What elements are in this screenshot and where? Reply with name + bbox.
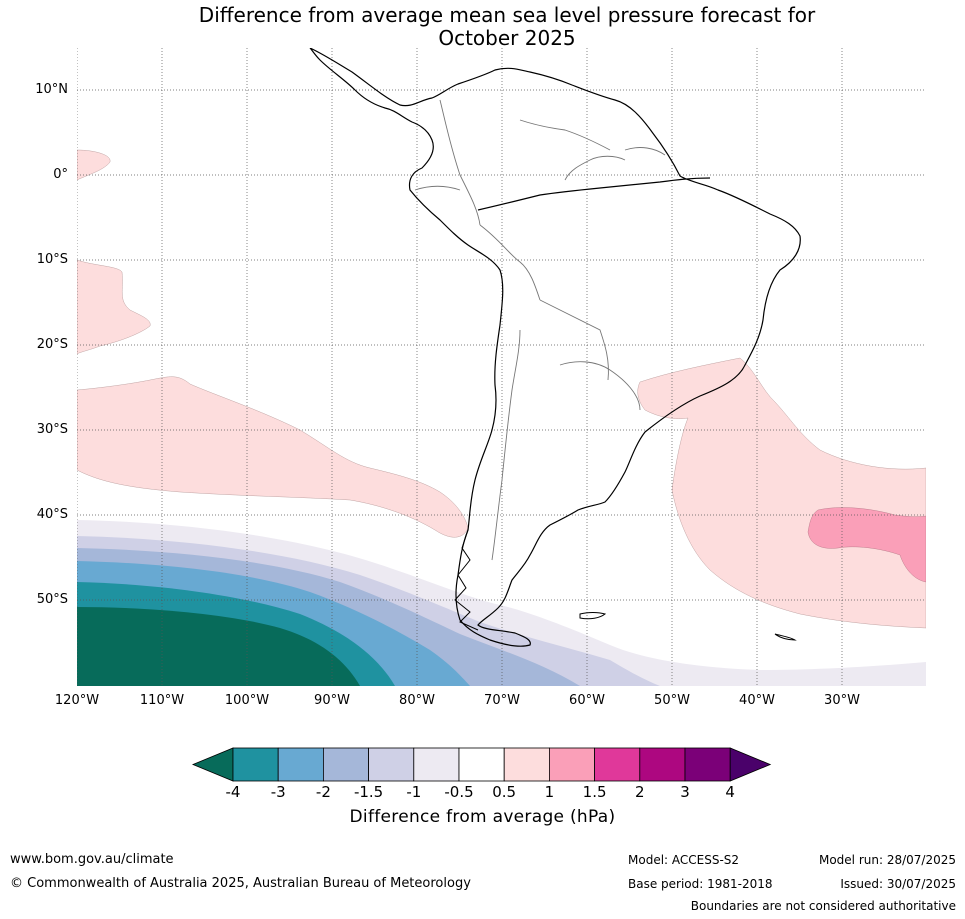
footer-model-run: Model run: 28/07/2025	[818, 853, 956, 867]
colorbar-tick-label: 1.5	[582, 783, 607, 801]
south-america-coastline	[309, 48, 801, 647]
lat-label-40S: 40°S	[36, 507, 68, 522]
lat-label-10N: 10°N	[35, 82, 68, 97]
colorbar-bin-max	[729, 747, 772, 782]
footer-copyright: © Commonwealth of Australia 2025, Austra…	[10, 876, 471, 891]
lon-label-90W: 90°W	[314, 693, 350, 708]
lat-label-10S: 10°S	[36, 252, 68, 267]
footer-base-period: Base period: 1981-2018	[628, 877, 773, 891]
footer-model: Model: ACCESS-S2	[628, 853, 740, 867]
footer-disclaimer: Boundaries are not considered authoritat…	[690, 899, 956, 913]
colorbar	[191, 747, 772, 782]
colorbar-bin	[277, 747, 324, 782]
map-title-line1: Difference from average mean sea level p…	[198, 3, 816, 27]
anomaly-patch-pos-equator	[77, 149, 111, 181]
colorbar-tick-label: -3	[270, 783, 286, 801]
colorbar-bin	[368, 747, 415, 782]
falkland-islands	[579, 612, 607, 620]
colorbar-bin	[639, 747, 686, 782]
south-georgia	[774, 633, 797, 641]
colorbar-bin	[458, 747, 505, 782]
lat-label-0: 0°	[53, 167, 68, 182]
colorbar-tick-label: -4	[225, 783, 241, 801]
anomaly-patch-pos-atlantic	[637, 357, 926, 629]
anomaly-band-neg-4	[77, 607, 360, 686]
footer-website: www.bom.gov.au/climate	[10, 852, 174, 867]
lon-label-30W: 30°W	[824, 693, 860, 708]
lon-label-110W: 110°W	[139, 693, 185, 708]
map-title: Difference from average mean sea level p…	[0, 4, 965, 50]
colorbar-tick-label: 2	[635, 783, 645, 801]
lon-label-60W: 60°W	[569, 693, 605, 708]
colorbar-tick-label: -1.5	[353, 783, 384, 801]
colorbar-bin	[594, 747, 641, 782]
anomaly-patch-pos-pacific-north	[77, 259, 151, 355]
colorbar-tick-label: 3	[680, 783, 690, 801]
graticule	[77, 48, 926, 686]
colorbar-bin	[322, 747, 369, 782]
national-borders	[414, 99, 666, 561]
colorbar-bin	[503, 747, 550, 782]
lon-label-100W: 100°W	[224, 693, 270, 708]
lon-label-70W: 70°W	[484, 693, 520, 708]
colorbar-tick-label: -2	[315, 783, 331, 801]
footer-issued: Issued: 30/07/2025	[840, 877, 956, 891]
anomaly-patch-pos-pacific-south	[77, 376, 469, 538]
colorbar-tick-label: 1	[544, 783, 555, 801]
colorbar-tick-label: 4	[725, 783, 735, 801]
colorbar-tick-label: 0.5	[492, 783, 517, 801]
colorbar-bin	[549, 747, 596, 782]
map-title-line2: October 2025	[438, 26, 576, 50]
colorbar-tick-label: -0.5	[444, 783, 474, 801]
colorbar-bin-min	[191, 747, 234, 782]
colorbar-bin	[413, 747, 460, 782]
colorbar-bin	[684, 747, 731, 782]
lon-label-40W: 40°W	[739, 693, 775, 708]
lon-label-50W: 50°W	[654, 693, 690, 708]
lat-label-50S: 50°S	[36, 592, 68, 607]
anomaly-patch-pos-1-atlantic	[807, 507, 926, 583]
lon-label-120W: 120°W	[54, 693, 100, 708]
amazon-river	[477, 177, 711, 211]
lat-label-30S: 30°S	[36, 422, 68, 437]
lat-label-20S: 20°S	[36, 337, 68, 352]
lon-label-80W: 80°W	[399, 693, 435, 708]
colorbar-bin	[232, 747, 279, 782]
chilean-fjords	[454, 529, 479, 631]
colorbar-title: Difference from average (hPa)	[349, 807, 616, 827]
colorbar-tick-label: -1	[406, 783, 422, 801]
